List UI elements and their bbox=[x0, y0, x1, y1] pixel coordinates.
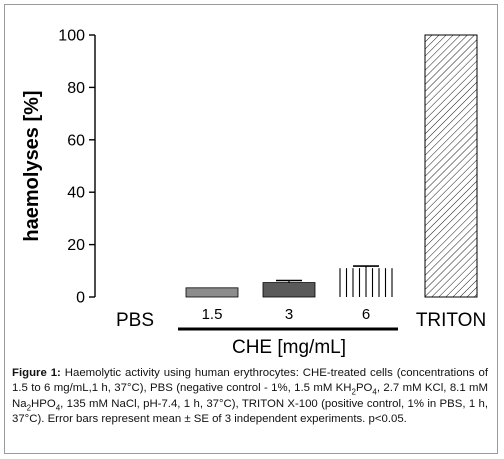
caption-text-3: , 2.7 mM KCl, 8.1 mM Na bbox=[12, 382, 488, 410]
caption-text-1: Haemolytic activity using human erythroc… bbox=[12, 367, 488, 395]
bar-6 bbox=[339, 268, 393, 297]
y-tick-label: 0 bbox=[76, 290, 85, 307]
y-tick-label: 40 bbox=[67, 185, 85, 202]
x-tick-label: 6 bbox=[362, 306, 370, 323]
caption-sub-3: 2 bbox=[26, 403, 32, 413]
x-tick-label: PBS bbox=[116, 310, 154, 331]
caption-text-4: HPO bbox=[31, 397, 56, 410]
caption-text-5: , 135 mM NaCl, pH-7.4, 1 h, 37°C), TRITO… bbox=[12, 397, 488, 426]
caption-label: Figure 1: bbox=[12, 367, 61, 379]
y-tick-label: 60 bbox=[67, 132, 85, 149]
figure-frame bbox=[4, 4, 498, 454]
caption-text-2: PO bbox=[355, 382, 373, 395]
y-tick-label: 100 bbox=[58, 28, 85, 45]
y-axis-title: haemolyses [%] bbox=[21, 90, 43, 241]
bar-chart: 0 20 40 60 80 100 haemolyses [%] PBS 1.5 3 6 TRITON… bbox=[21, 28, 486, 359]
x-tick-label: 3 bbox=[285, 306, 293, 323]
x-axis-title: CHE [mg/mL] bbox=[232, 337, 346, 358]
caption-sub-4: 4 bbox=[55, 403, 61, 413]
bar-1.5 bbox=[185, 287, 239, 298]
x-tick-label: 1.5 bbox=[202, 306, 223, 323]
x-tick-label: TRITON bbox=[416, 310, 486, 331]
figure-caption: Figure 1: Haemolytic activity using huma… bbox=[12, 366, 488, 428]
y-tick-label: 80 bbox=[67, 80, 85, 97]
bar-3 bbox=[262, 282, 316, 298]
caption-sub-1: 2 bbox=[351, 387, 356, 397]
y-tick-label: 20 bbox=[67, 237, 85, 254]
bar-TRITON bbox=[424, 34, 478, 298]
caption-sub-2: 4 bbox=[372, 387, 377, 397]
